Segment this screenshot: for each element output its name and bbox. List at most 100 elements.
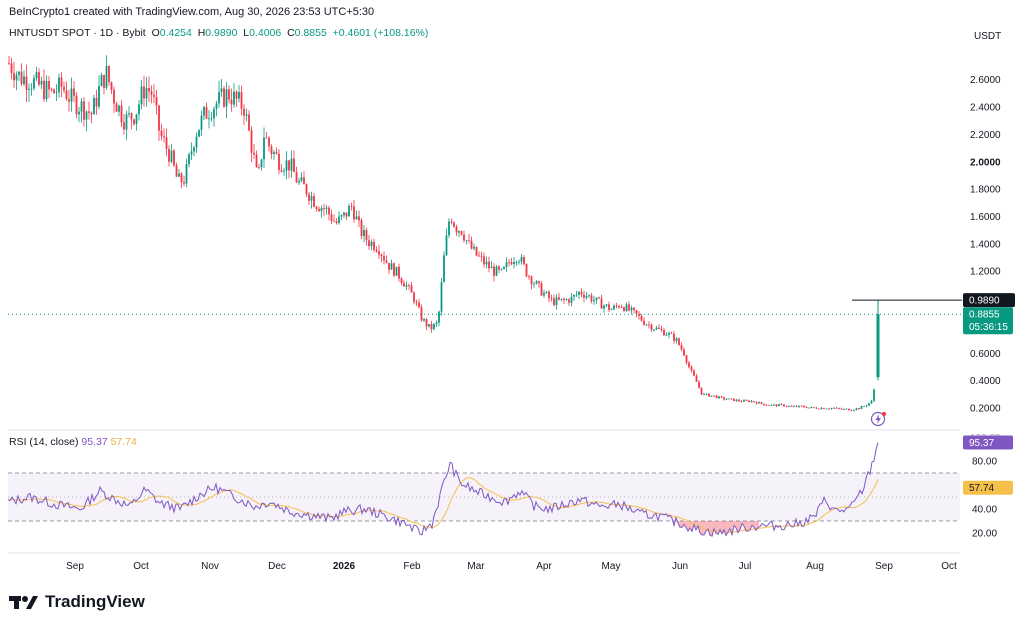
candle-body: [65, 90, 68, 99]
close-label: C: [287, 27, 295, 39]
candle-body: [180, 173, 183, 183]
candle-body: [230, 99, 233, 105]
candle-body: [543, 292, 545, 296]
candle-body: [490, 266, 493, 269]
last-candle-body: [876, 314, 880, 378]
candle-body: [410, 285, 413, 293]
price-tick-label: 2.4000: [970, 103, 1001, 114]
candle-body: [190, 151, 193, 155]
candle-body: [823, 407, 825, 409]
candle-body: [830, 407, 833, 409]
candle-body: [420, 307, 423, 321]
candle-body: [80, 101, 83, 112]
candle-body: [175, 165, 178, 177]
candle-body: [23, 76, 25, 84]
candle-body: [643, 320, 645, 325]
candle-body: [565, 299, 568, 301]
candle-body: [218, 92, 220, 104]
candle-body: [98, 86, 100, 107]
time-tick-label: Apr: [536, 561, 552, 572]
candle-body: [825, 408, 828, 410]
candle-body: [83, 101, 85, 120]
candle-body: [598, 297, 600, 299]
candle-body: [693, 370, 695, 376]
candle-body: [245, 114, 248, 116]
candle-body: [383, 256, 385, 261]
price-tick-label: 1.2000: [970, 267, 1001, 278]
time-tick-label: Dec: [268, 561, 286, 572]
candle-body: [750, 401, 753, 403]
tradingview-logo[interactable]: TradingView: [9, 592, 145, 612]
candle-body: [848, 408, 850, 411]
candle-body: [625, 304, 628, 312]
candle-body: [753, 401, 755, 403]
rsi-tick-label: 20.00: [972, 529, 997, 540]
candle-body: [95, 97, 98, 107]
candle-body: [613, 305, 615, 310]
candle-body: [373, 241, 375, 250]
candle-body: [438, 311, 440, 323]
symbol-label[interactable]: HNTUSDT SPOT · 1D · Bybit: [9, 27, 146, 39]
candle-body: [300, 177, 303, 181]
candle-body: [850, 410, 853, 412]
candle-body: [778, 404, 780, 407]
candle-body: [13, 72, 15, 81]
candle-body: [695, 375, 698, 382]
candle-body: [58, 77, 60, 93]
candle-body: [768, 405, 770, 406]
candle-body: [863, 406, 865, 408]
candle-body: [700, 387, 703, 395]
candle-body: [773, 404, 775, 406]
candle-body: [510, 262, 513, 265]
candle-body: [560, 298, 563, 300]
rsi-line: [7, 442, 879, 537]
candle-body: [135, 114, 138, 124]
open-value: 0.4254: [159, 27, 192, 39]
candle-body: [183, 182, 185, 184]
candle-body: [485, 261, 488, 265]
rsi-legend[interactable]: RSI (14, close) 95.37 57.74: [9, 436, 137, 448]
candle-body: [458, 231, 460, 233]
candle-body: [645, 324, 648, 326]
candle-body: [738, 399, 740, 402]
candle-body: [865, 405, 868, 407]
candle-body: [518, 261, 520, 263]
candle-body: [155, 96, 158, 106]
time-tick-label: Feb: [403, 561, 421, 572]
candle-body: [590, 295, 593, 302]
candle-body: [343, 212, 345, 216]
candle-body: [528, 276, 530, 277]
candle-body: [418, 302, 420, 308]
candle-body: [365, 229, 368, 241]
candle-body: [453, 222, 455, 227]
candle-body: [168, 148, 170, 162]
candle-body: [115, 103, 118, 112]
candle-body: [460, 231, 463, 235]
candle-body: [238, 92, 240, 99]
price-tick-label: 0.6000: [970, 349, 1001, 360]
candle-body: [868, 403, 870, 406]
candle-body: [73, 88, 75, 96]
candle-body: [568, 299, 570, 303]
candle-body: [508, 262, 510, 263]
candle-body: [105, 66, 108, 88]
candle-body: [780, 404, 783, 406]
time-tick-label: Sep: [875, 561, 893, 572]
candle-body: [615, 305, 618, 307]
candle-body: [18, 71, 20, 75]
candle-body: [663, 329, 665, 336]
candle-body: [740, 401, 743, 402]
candle-body: [815, 407, 818, 409]
candle-body: [303, 177, 305, 185]
candle-body: [280, 170, 283, 172]
candle-body: [55, 92, 58, 94]
rsi-oversold-fill: [673, 521, 759, 537]
candle-body: [448, 221, 450, 236]
candle-body: [733, 398, 735, 402]
candle-body: [170, 150, 173, 162]
candle-body: [30, 88, 33, 90]
candle-body: [523, 257, 525, 264]
candle-body: [188, 154, 190, 165]
candle-body: [493, 266, 495, 276]
